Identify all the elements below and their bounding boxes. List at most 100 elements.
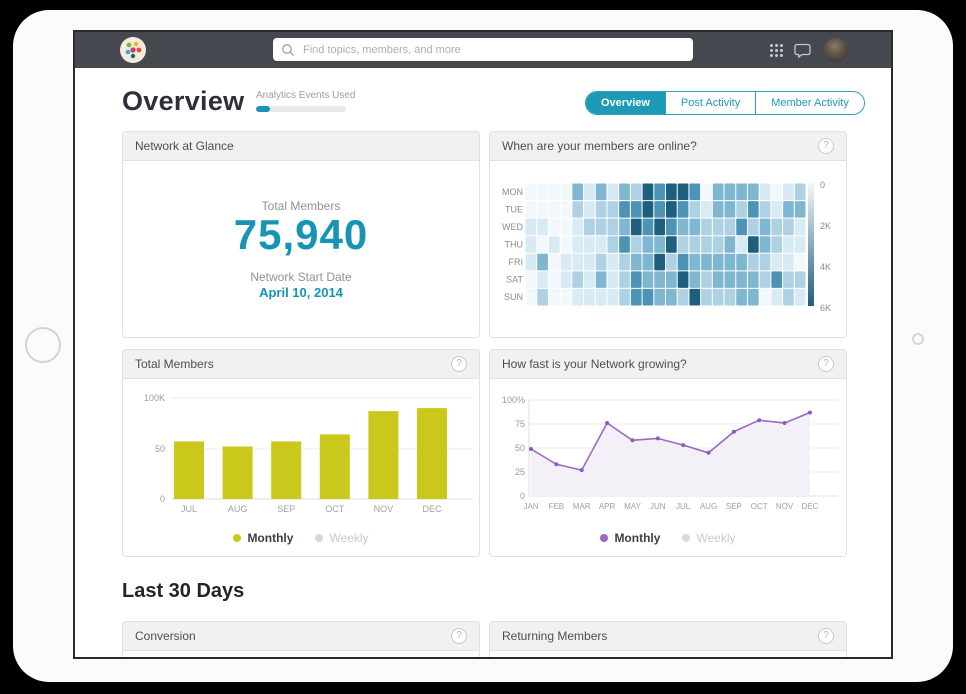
card-title: When are your members are online? (502, 139, 697, 153)
card-network-at-glance: Network at Glance Total Members 75,940 N… (122, 131, 480, 338)
help-icon[interactable]: ? (818, 138, 834, 154)
chart-legend: Monthly Weekly (490, 531, 846, 545)
view-tabs: Overview Post Activity Member Activity (585, 91, 865, 115)
card-header: How fast is your Network growing? ? (490, 350, 846, 379)
svg-text:FEB: FEB (549, 502, 565, 511)
events-used-label: Analytics Events Used (256, 90, 356, 101)
svg-text:MAY: MAY (624, 502, 641, 511)
tablet-frame: Overview Analytics Events Used OverviewP… (13, 10, 953, 682)
card-title: Network at Glance (135, 139, 234, 153)
svg-text:JUL: JUL (181, 504, 197, 514)
legend-monthly[interactable]: Monthly (233, 531, 293, 545)
help-icon[interactable]: ? (818, 628, 834, 644)
legend-monthly[interactable]: Monthly (600, 531, 660, 545)
user-avatar[interactable] (824, 38, 848, 62)
svg-text:SEP: SEP (277, 504, 295, 514)
help-icon[interactable]: ? (818, 356, 834, 372)
events-progress-track (256, 106, 346, 112)
svg-text:AUG: AUG (228, 504, 248, 514)
legend-dot (233, 534, 242, 542)
svg-text:SAT: SAT (506, 275, 523, 285)
help-icon[interactable]: ? (451, 628, 467, 644)
card-header: Total Members ? (123, 350, 479, 379)
svg-text:AUG: AUG (700, 502, 717, 511)
svg-text:MON: MON (502, 187, 523, 197)
svg-text:SUN: SUN (504, 292, 523, 302)
start-date-label: Network Start Date (250, 270, 352, 285)
network-logo[interactable] (120, 37, 146, 63)
svg-text:JAN: JAN (523, 502, 538, 511)
card-title: Total Members (135, 357, 214, 371)
svg-text:50: 50 (155, 444, 165, 454)
tab-post-activity[interactable]: Post Activity (664, 92, 755, 114)
search-icon (282, 43, 294, 56)
search-box[interactable] (273, 38, 693, 61)
svg-text:NOV: NOV (776, 502, 794, 511)
svg-text:OCT: OCT (751, 502, 768, 511)
svg-text:50: 50 (515, 443, 525, 453)
svg-text:100K: 100K (144, 393, 165, 403)
tab-member-activity[interactable]: Member Activity (755, 92, 864, 114)
svg-text:TUE: TUE (505, 204, 523, 214)
svg-text:DEC: DEC (802, 502, 819, 511)
card-header: When are your members are online? ? (490, 132, 846, 161)
card-returning-members: Returning Members ? (489, 621, 847, 657)
svg-text:0: 0 (520, 491, 525, 501)
card-header: Network at Glance (123, 132, 479, 161)
svg-text:FRI: FRI (509, 257, 524, 267)
legend-weekly[interactable]: Weekly (315, 531, 369, 545)
svg-text:MAR: MAR (573, 502, 591, 511)
svg-text:DEC: DEC (422, 504, 442, 514)
start-date-value: April 10, 2014 (259, 285, 343, 301)
card-title: Conversion (135, 629, 196, 643)
svg-text:WED: WED (502, 222, 523, 232)
legend-label: Monthly (614, 531, 661, 545)
members-online-heatmap: MON TUE WED THU FRI SAT SUN 0 2K 4K 6K (502, 180, 831, 313)
svg-text:4K: 4K (820, 262, 831, 272)
page-title: Overview (122, 86, 245, 116)
top-bar (75, 32, 891, 68)
svg-text:0: 0 (820, 180, 825, 190)
total-members-value: 75,940 (233, 210, 369, 258)
legend-label: Weekly (696, 531, 736, 545)
apps-grid-icon[interactable] (770, 43, 783, 57)
tab-overview[interactable]: Overview (586, 92, 665, 114)
last-30-days-title: Last 30 Days (122, 580, 245, 602)
card-title: Returning Members (502, 629, 608, 643)
total-members-bar-chart: 100K 50 0 JUL AUG SEP OCT NOV DEC (144, 393, 473, 514)
total-members-label: Total Members (261, 198, 341, 213)
card-conversion: Conversion ? (122, 621, 480, 657)
svg-text:APR: APR (599, 502, 616, 511)
help-icon[interactable]: ? (451, 356, 467, 372)
svg-text:OCT: OCT (325, 504, 345, 514)
svg-text:0: 0 (160, 494, 165, 504)
card-title: How fast is your Network growing? (502, 357, 687, 371)
svg-text:SEP: SEP (726, 502, 742, 511)
legend-dot (600, 534, 609, 542)
screen: Overview Analytics Events Used OverviewP… (75, 32, 891, 657)
card-total-members: Total Members ? 100K 50 0 JUL AUG SEP OCT NOV DE… (122, 349, 480, 557)
svg-text:100%: 100% (502, 395, 525, 405)
legend-dot (315, 534, 324, 542)
svg-text:NOV: NOV (374, 504, 394, 514)
search-input[interactable] (301, 42, 685, 57)
svg-text:25: 25 (515, 467, 525, 477)
card-network-growth: How fast is your Network growing? ? 100%… (489, 349, 847, 557)
svg-text:75: 75 (515, 419, 525, 429)
legend-label: Monthly (247, 531, 294, 545)
card-members-online: When are your members are online? ? MON T… (489, 131, 847, 338)
legend-dot (682, 534, 691, 542)
svg-text:THU: THU (505, 240, 524, 250)
svg-text:2K: 2K (820, 221, 831, 231)
legend-label: Weekly (329, 531, 369, 545)
legend-weekly[interactable]: Weekly (682, 531, 736, 545)
chat-icon[interactable] (794, 41, 813, 59)
chart-legend: Monthly Weekly (123, 531, 479, 545)
analytics-events-used: Analytics Events Used (256, 90, 366, 112)
card-header: Conversion ? (123, 622, 479, 651)
card-header: Returning Members ? (490, 622, 846, 651)
svg-text:6K: 6K (820, 303, 831, 313)
home-button[interactable] (25, 327, 61, 363)
